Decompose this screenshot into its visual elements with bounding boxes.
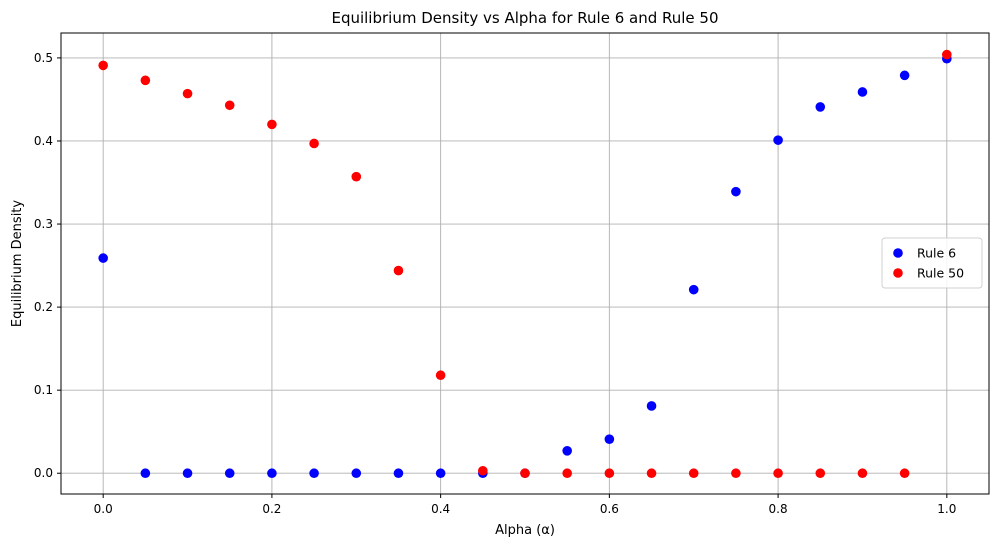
data-point (140, 468, 151, 479)
data-point (815, 468, 826, 479)
legend-marker (893, 248, 903, 258)
axis-ticks: 0.0 0.2 0.4 0.6 0.8 1.0 0.0 0.1 0.2 0.3 0.4 0.5 (34, 51, 956, 516)
data-point (309, 468, 319, 479)
y-tick-label: 0.1 (34, 383, 53, 397)
y-tick-label: 0.5 (34, 51, 53, 65)
data-point (182, 88, 193, 99)
x-tick-label: 1.0 (937, 502, 956, 516)
data-point (224, 100, 235, 111)
data-point (646, 401, 657, 411)
data-point (478, 465, 488, 476)
data-point (646, 468, 657, 479)
data-point (351, 468, 362, 479)
data-point (224, 468, 235, 479)
x-axis-title: Alpha (α) (495, 523, 555, 538)
data-point (98, 60, 108, 71)
series-2 (98, 49, 952, 479)
data-point (98, 253, 108, 263)
data-point (773, 468, 783, 479)
data-point (942, 49, 952, 60)
legend-marker (893, 268, 903, 278)
y-tick-label: 0.4 (34, 134, 53, 148)
data-point (267, 119, 277, 130)
data-point (731, 468, 741, 479)
data-point (435, 370, 446, 381)
data-point (182, 468, 193, 479)
data-point (899, 70, 910, 81)
data-point (562, 446, 572, 456)
data-point (773, 135, 783, 145)
data-point (815, 102, 826, 112)
data-point (267, 468, 277, 479)
data-point (604, 468, 615, 479)
data-point (604, 434, 615, 444)
y-axis-title: Equilibrium Density (10, 200, 25, 328)
legend: Rule 6 Rule 50 (881, 237, 983, 289)
data-point (688, 468, 699, 479)
data-point (688, 284, 699, 295)
legend-label: Rule 6 (917, 246, 956, 261)
x-tick-label: 0.2 (262, 502, 281, 516)
y-tick-label: 0.2 (34, 300, 53, 314)
data-point (140, 75, 151, 86)
y-tick-label: 0.3 (34, 217, 53, 231)
data-point (435, 468, 446, 479)
data-point (857, 468, 868, 479)
data-point (309, 138, 319, 149)
series-1 (98, 53, 952, 479)
x-tick-label: 0.6 (600, 502, 619, 516)
data-point (393, 468, 404, 479)
y-tick-label: 0.0 (34, 466, 53, 480)
data-point (393, 265, 404, 276)
data-point (562, 468, 572, 479)
data-point (351, 171, 362, 182)
chart-title: Equilibrium Density vs Alpha for Rule 6 … (331, 9, 718, 27)
legend-box (881, 237, 983, 289)
plot-area (60, 32, 990, 495)
data-point (857, 87, 868, 97)
data-point (520, 468, 530, 479)
grid-lines (61, 33, 989, 494)
data-point (731, 186, 741, 197)
data-point (899, 468, 910, 479)
data-points (98, 49, 952, 479)
x-tick-label: 0.8 (769, 502, 788, 516)
x-tick-label: 0.0 (94, 502, 113, 516)
x-tick-label: 0.4 (431, 502, 450, 516)
legend-label: Rule 50 (917, 266, 964, 281)
